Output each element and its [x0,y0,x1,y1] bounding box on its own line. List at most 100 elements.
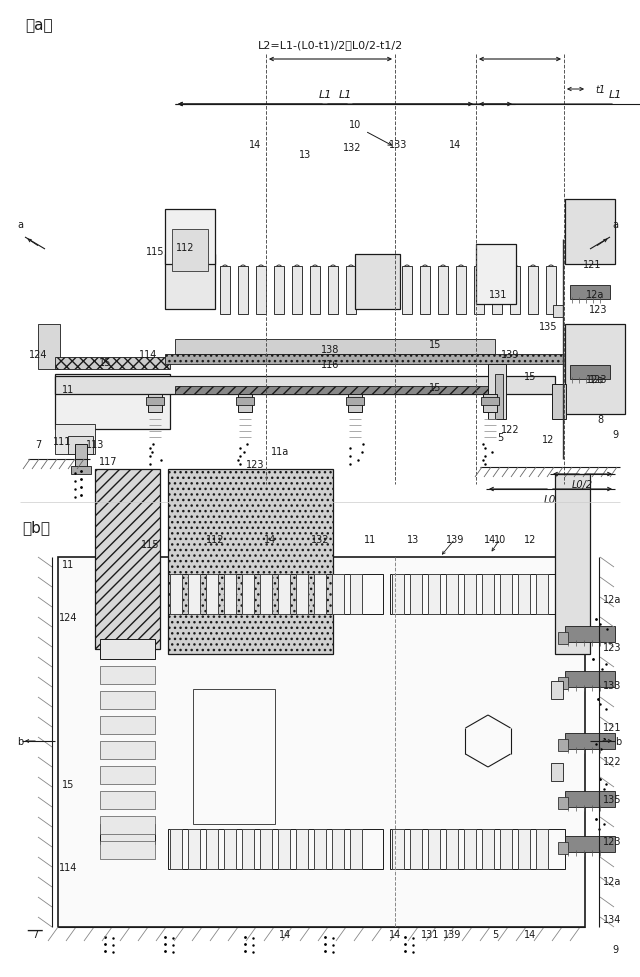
Bar [355,255,400,310]
Bar [446,829,458,870]
Text: 14: 14 [389,929,401,939]
Bar [100,692,155,709]
Bar [75,445,87,470]
Text: 12: 12 [542,435,554,445]
Text: 122: 122 [500,425,519,435]
Bar [402,267,412,315]
Bar [565,324,625,414]
Text: —: — [27,920,44,938]
Bar [488,364,506,419]
Bar [165,355,575,364]
Bar [55,374,170,430]
Text: 121: 121 [603,722,621,732]
Text: （b）: （b） [22,520,50,534]
Text: 11a: 11a [271,446,289,456]
Bar [474,267,484,315]
Text: 131: 131 [489,290,507,300]
Bar [565,671,615,687]
Bar [168,829,383,870]
Bar [242,829,254,870]
Bar [100,639,155,659]
Text: 116: 116 [321,360,339,369]
Bar [346,267,356,315]
Bar [274,267,284,315]
Text: 12a: 12a [586,374,604,385]
Bar [420,267,430,315]
Text: 135: 135 [539,321,557,331]
Bar [482,574,494,615]
Bar [482,829,494,870]
Bar [146,398,164,405]
Text: b: b [615,737,621,746]
Text: 15: 15 [429,340,441,350]
Text: 124: 124 [59,613,77,622]
Text: 12a: 12a [603,876,621,886]
Bar [188,574,200,615]
Bar [446,574,458,615]
Bar [552,385,566,419]
Bar [168,470,333,655]
Text: 13: 13 [299,149,311,160]
Bar [332,574,344,615]
Text: 113: 113 [86,440,104,449]
Text: 139: 139 [443,929,461,939]
Bar [224,829,236,870]
Text: L1: L1 [339,90,352,100]
Text: 117: 117 [99,456,117,467]
Bar [165,210,215,265]
Bar [350,574,362,615]
Text: 134: 134 [603,914,621,924]
Bar [392,574,404,615]
Bar [95,470,160,650]
Text: 15: 15 [99,358,111,367]
Text: 123: 123 [589,305,607,315]
Circle shape [373,735,387,748]
Bar [536,574,548,615]
Bar [278,574,290,615]
Text: 112: 112 [176,242,195,253]
Bar [553,306,563,318]
Bar [100,766,155,785]
Bar [256,267,266,315]
Text: 114: 114 [59,862,77,872]
Text: 11: 11 [62,560,74,570]
Bar [492,267,502,315]
Text: 115: 115 [141,539,159,549]
Bar [332,829,344,870]
Bar [428,574,440,615]
Bar [100,825,155,844]
Text: （a）: （a） [25,18,52,33]
Bar [350,829,362,870]
Text: 5: 5 [492,929,498,939]
Circle shape [333,735,347,748]
Bar [260,829,272,870]
Text: 15: 15 [524,371,536,382]
Text: 11: 11 [62,385,74,395]
Text: 133: 133 [389,140,407,149]
Bar [518,829,530,870]
Text: t1: t1 [595,85,605,95]
Bar [278,829,290,870]
Text: 14: 14 [264,534,276,544]
Text: 131: 131 [421,929,439,939]
Bar [392,829,404,870]
Bar [558,797,568,809]
Text: 12a: 12a [586,290,604,300]
Text: 111: 111 [53,437,71,446]
Text: 12a: 12a [603,594,621,605]
Text: 132: 132 [343,143,361,152]
Text: 135: 135 [603,794,621,804]
Bar [495,374,503,419]
Bar [100,791,155,809]
Bar [296,574,308,615]
Bar [172,230,208,272]
Bar [464,829,476,870]
Text: 114: 114 [139,350,157,360]
Bar [55,358,170,369]
Bar [558,677,568,690]
Text: L0: L0 [544,494,556,504]
Bar [565,199,615,265]
Bar [55,425,95,454]
Bar [314,574,326,615]
Bar [292,267,302,315]
